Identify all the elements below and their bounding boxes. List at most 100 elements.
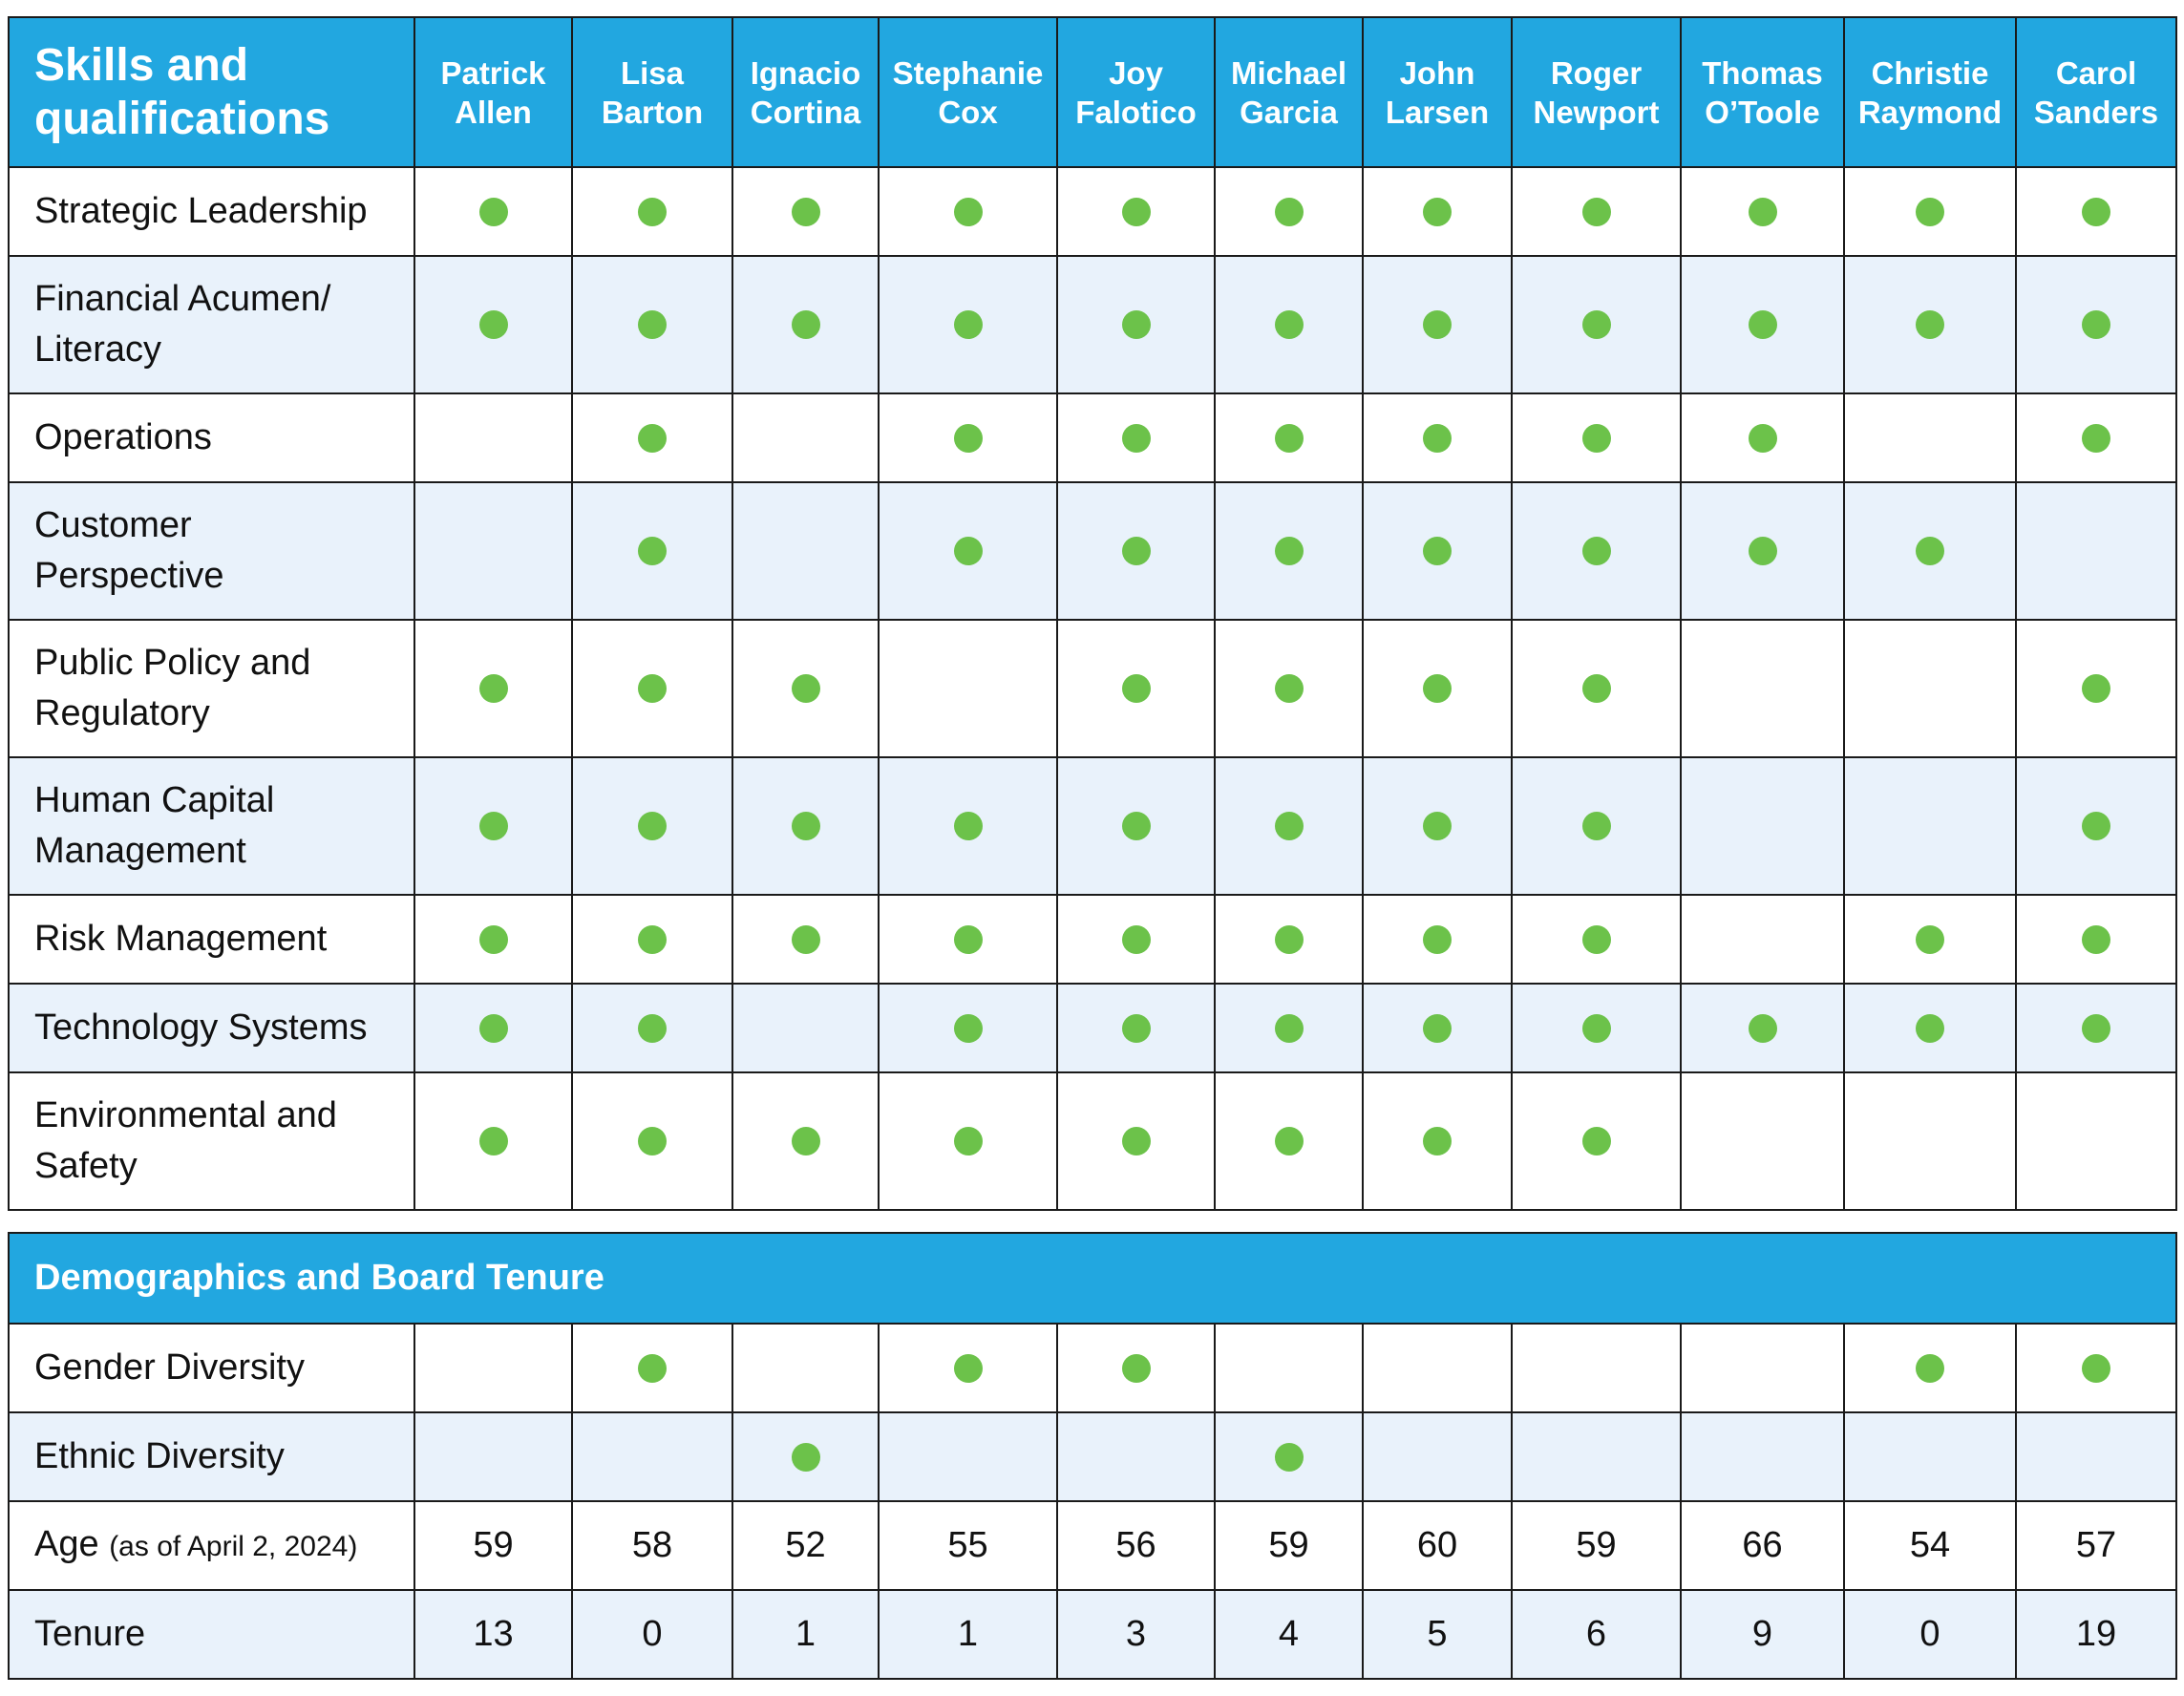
age-value: 57 xyxy=(2014,1500,2178,1591)
director-header: Patrick Allen xyxy=(413,16,573,168)
demographic-cell xyxy=(878,1323,1058,1413)
skill-cell xyxy=(2015,166,2177,257)
board-matrix: Skills and qualifications Patrick Allen L… xyxy=(7,16,2178,1680)
director-first: Christie xyxy=(1871,54,1989,91)
table-row: Technology Systems xyxy=(8,983,2177,1073)
director-first: John xyxy=(1399,54,1475,91)
table-title: Skills and qualifications xyxy=(8,16,415,168)
table-row: Operations xyxy=(8,392,2177,483)
demographics-header-row: Demographics and Board Tenure xyxy=(7,1232,2178,1325)
director-header: Thomas O’Toole xyxy=(1680,16,1845,168)
skills-body: Strategic Leadership Financial Acumen/Lit… xyxy=(8,166,2177,1211)
skill-cell xyxy=(1680,1071,1845,1211)
skill-cell xyxy=(571,1071,733,1211)
skill-cell xyxy=(1680,619,1845,758)
demographic-cell xyxy=(732,1323,880,1413)
director-first: Ignacio xyxy=(750,54,861,91)
director-header: Lisa Barton xyxy=(571,16,733,168)
skill-label-line: Operations xyxy=(34,417,212,457)
check-dot-icon xyxy=(791,674,820,703)
check-dot-icon xyxy=(478,674,508,703)
check-dot-icon xyxy=(1581,812,1611,840)
skill-cell xyxy=(732,1071,880,1211)
skill-label-line: Strategic Leadership xyxy=(34,191,368,231)
check-dot-icon xyxy=(1581,423,1611,453)
check-dot-icon xyxy=(1748,197,1777,226)
skill-cell xyxy=(732,619,880,758)
skill-cell xyxy=(1511,481,1682,621)
check-dot-icon xyxy=(638,1013,667,1043)
demographics-title: Demographics and Board Tenure xyxy=(7,1232,2178,1325)
check-dot-icon xyxy=(1748,310,1777,339)
director-last: Allen xyxy=(455,94,532,130)
check-dot-icon xyxy=(1748,423,1777,453)
skill-cell xyxy=(1511,894,1682,985)
check-dot-icon xyxy=(638,310,667,339)
demographics-body: Gender Diversity Ethnic Diversity Age (as … xyxy=(8,1323,2178,1680)
tenure-value: 1 xyxy=(732,1589,880,1680)
check-dot-icon xyxy=(1581,1013,1611,1043)
skill-cell xyxy=(571,983,733,1073)
age-value: 52 xyxy=(732,1500,880,1591)
director-last: Barton xyxy=(601,94,704,130)
skill-cell xyxy=(413,619,573,758)
director-header: Carol Sanders xyxy=(2015,16,2177,168)
section-gap xyxy=(8,1211,2175,1232)
check-dot-icon xyxy=(1916,537,1944,565)
skill-cell xyxy=(1214,983,1364,1073)
check-dot-icon xyxy=(791,1127,820,1155)
title-line-1: Skills and xyxy=(34,39,249,91)
check-dot-icon xyxy=(1916,1353,1944,1383)
demographic-cell xyxy=(571,1323,733,1413)
table-row: Environmental and Safety xyxy=(8,1071,2177,1211)
skill-cell xyxy=(1511,983,1682,1073)
check-dot-icon xyxy=(953,1127,983,1155)
skill-cell xyxy=(732,166,880,257)
skill-cell xyxy=(878,983,1058,1073)
check-dot-icon xyxy=(1423,537,1452,565)
skill-label-line: Financial Acumen/ xyxy=(34,279,331,319)
tenure-value: 19 xyxy=(2014,1589,2178,1680)
skill-cell xyxy=(1843,255,2017,394)
skill-cell xyxy=(1843,481,2017,621)
director-last: Larsen xyxy=(1385,94,1490,130)
check-dot-icon xyxy=(1274,197,1304,226)
age-value: 59 xyxy=(1214,1500,1364,1591)
check-dot-icon xyxy=(638,423,667,453)
check-dot-icon xyxy=(953,1013,983,1043)
check-dot-icon xyxy=(1423,423,1452,453)
check-dot-icon xyxy=(1121,310,1151,339)
skill-label-line: Risk Management xyxy=(34,919,328,959)
director-first: Patrick xyxy=(440,54,546,91)
skill-cell xyxy=(1362,255,1513,394)
demographics-table: Demographics and Board Tenure Gender Div… xyxy=(7,1232,2178,1680)
check-dot-icon xyxy=(2082,197,2110,226)
skill-cell xyxy=(1511,756,1682,896)
demographic-cell xyxy=(878,1411,1058,1502)
check-dot-icon xyxy=(791,310,820,339)
check-dot-icon xyxy=(1916,1013,1944,1043)
check-dot-icon xyxy=(2082,1353,2111,1383)
demographic-label: Tenure xyxy=(8,1589,415,1680)
check-dot-icon xyxy=(791,812,820,840)
check-dot-icon xyxy=(1274,1442,1304,1472)
skill-cell xyxy=(1056,756,1216,896)
skill-cell xyxy=(1056,983,1216,1073)
director-last: Cox xyxy=(938,94,998,130)
table-row: Gender Diversity xyxy=(8,1323,2178,1413)
skill-cell xyxy=(1511,1071,1682,1211)
skill-cell xyxy=(878,894,1058,985)
check-dot-icon xyxy=(2082,924,2110,954)
skill-label: Public Policy and Regulatory xyxy=(8,619,415,758)
skill-cell xyxy=(732,392,880,483)
skill-label-line: Safety xyxy=(34,1146,138,1186)
skill-cell xyxy=(1843,894,2017,985)
skill-cell xyxy=(1843,392,2017,483)
demographic-cell xyxy=(2014,1323,2178,1413)
director-last: Cortina xyxy=(750,94,861,130)
demographic-cell xyxy=(1056,1323,1216,1413)
check-dot-icon xyxy=(1121,924,1151,954)
check-dot-icon xyxy=(1581,537,1611,565)
age-value: 54 xyxy=(1843,1500,2017,1591)
director-first: Lisa xyxy=(620,54,685,91)
